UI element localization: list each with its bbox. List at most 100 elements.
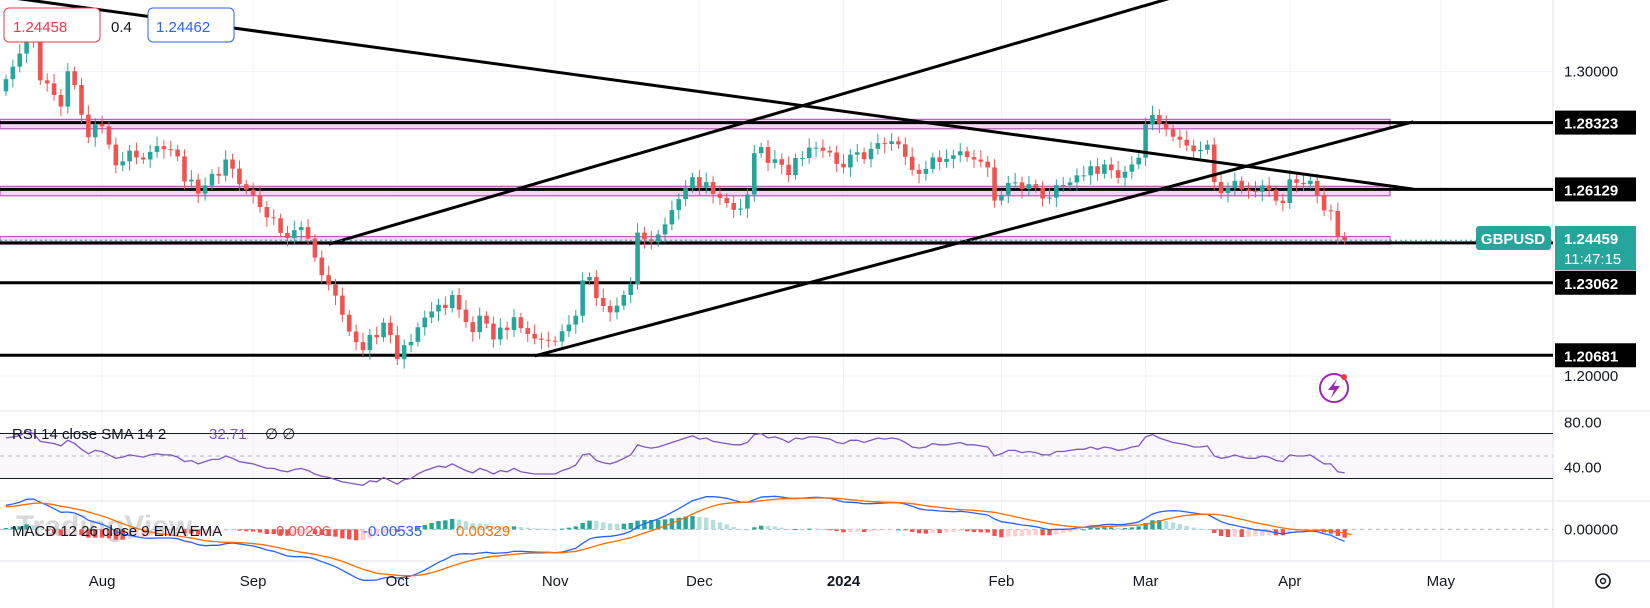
candle-body [848, 154, 853, 168]
level-tag [1555, 110, 1636, 135]
macd-histogram-bar [607, 523, 613, 530]
candle-body [683, 188, 688, 200]
candle-body [1246, 189, 1251, 191]
bar-countdown: 11:47:15 [1564, 251, 1621, 268]
macd-histogram-bar [800, 529, 805, 531]
macd-histogram-bar [553, 529, 558, 531]
spread-value: 0.4 [111, 19, 132, 36]
macd-histogram-bar [992, 529, 997, 536]
macd-histogram-bar [909, 529, 915, 532]
macd-histogram-bar [580, 523, 585, 530]
candle-body [628, 284, 634, 296]
macd-title[interactable]: MACD 12 26 close 9 EMA EMA [12, 523, 222, 540]
price-tick-label: 1.20000 [1564, 368, 1618, 385]
macd-tick-label: 0.00000 [1564, 521, 1618, 538]
last-price-label: GBPUSD 1.24459 11:47:15 [1476, 226, 1636, 270]
macd-histogram-bar [1280, 529, 1286, 536]
candle-body [278, 218, 283, 233]
ask-box[interactable] [147, 7, 235, 43]
symbol-tag[interactable] [1476, 226, 1551, 250]
macd-histogram-bar [752, 527, 757, 530]
candle-body [944, 158, 949, 162]
rsi-legend: RSI 14 close SMA 14 2 32.71 ∅ ∅ [12, 426, 295, 443]
candle-body [1122, 171, 1128, 178]
candle-body [669, 210, 675, 225]
candle-body [841, 163, 846, 168]
candle-body [415, 327, 421, 342]
candle-body [449, 295, 455, 309]
rsi-title[interactable]: RSI 14 close SMA 14 2 [12, 426, 166, 443]
candle-body [182, 156, 187, 182]
macd-histogram-bar [1157, 520, 1162, 530]
macd-histogram-bar [916, 529, 922, 534]
candle-body [189, 179, 194, 182]
candle-body [779, 159, 785, 165]
candle-body [676, 199, 682, 211]
candle-body [1294, 179, 1299, 183]
candle-body [525, 328, 531, 334]
settings-gear-icon[interactable] [1595, 573, 1611, 589]
macd-histogram-bar [731, 527, 736, 530]
macd-histogram-bar [1225, 529, 1231, 537]
candle-body [312, 238, 318, 258]
macd-histogram-bar [896, 529, 901, 531]
candle-body [292, 230, 297, 239]
macd-histogram-bar [985, 529, 990, 533]
macd-histogram-bar [861, 529, 867, 532]
macd-histogram-bar [1335, 529, 1341, 536]
level-tag [1555, 177, 1636, 202]
macd-histogram-bar [484, 524, 489, 530]
lightning-icon[interactable] [1319, 373, 1349, 403]
bid-box[interactable] [3, 7, 101, 43]
candle-body [1273, 189, 1279, 201]
macd-histogram-bar [1198, 529, 1203, 530]
macd-histogram-bar [868, 529, 874, 532]
time-tick-label: Aug [89, 573, 116, 590]
macd-histogram-bar [1012, 529, 1018, 537]
macd-histogram-bar [594, 521, 599, 530]
macd-histogram-bar [786, 529, 791, 530]
macd-histogram-bar [1074, 529, 1080, 531]
macd-histogram-bar [1033, 529, 1038, 535]
macd-histogram-bar [93, 529, 98, 538]
macd-histogram-bar [257, 529, 263, 533]
macd-histogram-bar [1205, 529, 1210, 531]
candle-body [381, 322, 386, 338]
candle-body [1054, 185, 1059, 198]
candle-body [271, 217, 277, 219]
candle-body [923, 168, 929, 174]
macd-histogram-bar [237, 529, 242, 531]
macd-histogram-bar [1109, 527, 1114, 530]
candle-body [854, 152, 860, 155]
macd-histogram-bar [717, 522, 723, 530]
candle-body [951, 155, 956, 159]
macd-legend: MACD 12 26 close 9 EMA EMA -0.00206 -0.0… [12, 523, 510, 540]
macd-histogram-bar [971, 529, 977, 532]
candle-body [614, 305, 620, 313]
candle-body [484, 315, 489, 324]
candle-body [594, 277, 599, 299]
candle-body [1040, 188, 1045, 199]
macd-histogram-bar [697, 517, 702, 530]
candle-body [600, 298, 606, 306]
macd-histogram-bar [429, 523, 434, 530]
candle-body [1108, 164, 1114, 171]
level-tag-text: 1.28323 [1564, 116, 1618, 133]
macd-histogram-bar [38, 528, 43, 530]
macd-histogram-bar [86, 529, 91, 538]
candle-body [1115, 170, 1121, 178]
candle-body [1308, 180, 1313, 185]
macd-histogram-bar [765, 526, 771, 530]
candle-body [51, 83, 57, 95]
rsi-pane [0, 430, 1553, 486]
candle-body [1321, 195, 1327, 211]
macd-histogram-bar [347, 529, 352, 540]
candle-body [285, 232, 290, 239]
macd-histogram-bar [113, 529, 119, 540]
rsi-tick-label: 80.00 [1564, 414, 1602, 431]
price-tick-label: 1.30000 [1564, 64, 1618, 81]
macd-histogram-bar [1184, 526, 1189, 530]
macd-histogram-bar [491, 526, 496, 530]
candle-body [697, 177, 702, 188]
